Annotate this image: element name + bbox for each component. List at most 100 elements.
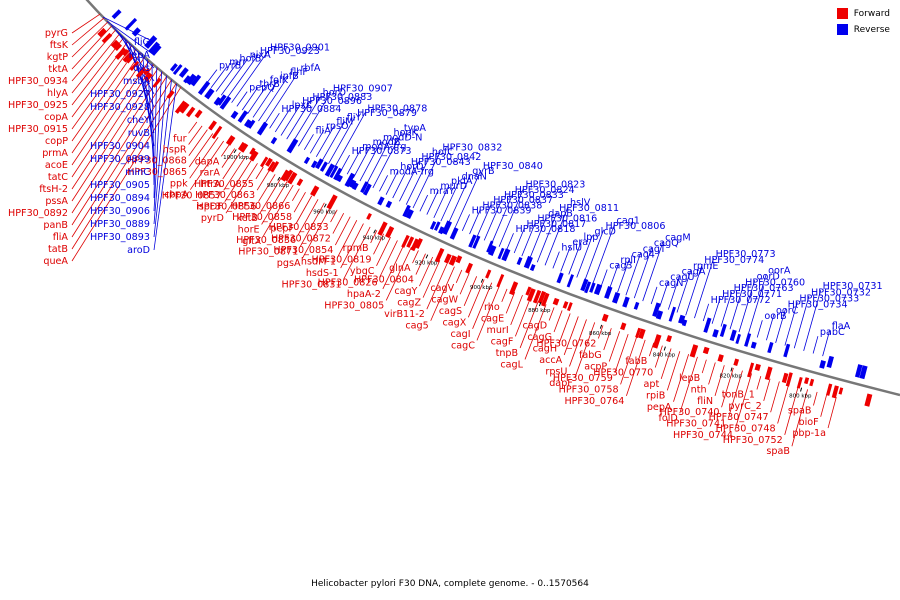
scale-tick-label: 960 kbp bbox=[313, 210, 336, 216]
gene-label: HPF30_0771 bbox=[722, 289, 782, 300]
gene-label: lpp bbox=[583, 232, 598, 243]
leader-line bbox=[625, 252, 642, 296]
genome-caption: Helicobacter pylori F30 DNA, complete ge… bbox=[311, 579, 589, 589]
reverse-gene-feature bbox=[124, 17, 138, 31]
leader-line bbox=[415, 253, 426, 275]
gene-label: ftsH-2 bbox=[39, 184, 68, 195]
leader-line bbox=[617, 258, 630, 293]
leader-line bbox=[440, 180, 461, 222]
forward-gene-feature bbox=[781, 372, 789, 384]
scale-tick-label: 820 kbp bbox=[719, 373, 742, 379]
reverse-gene-feature bbox=[244, 119, 252, 128]
scale-tick-label: 940 kbp bbox=[363, 235, 386, 241]
reverse-gene-feature bbox=[111, 9, 122, 20]
leader-line bbox=[614, 334, 629, 374]
forward-gene-feature bbox=[152, 77, 162, 88]
gene-label: pyrD bbox=[201, 213, 224, 224]
leader-line bbox=[337, 219, 358, 257]
leader-line bbox=[330, 209, 338, 223]
leader-line bbox=[553, 310, 563, 333]
leader-line bbox=[309, 129, 325, 154]
leader-line bbox=[215, 62, 238, 92]
leader-line bbox=[827, 397, 837, 429]
reverse-gene-feature bbox=[385, 200, 393, 209]
gene-label: HPF30_0731 bbox=[823, 281, 883, 292]
forward-gene-feature bbox=[114, 47, 127, 60]
gene-label: cag1 bbox=[617, 215, 640, 226]
forward-gene-feature bbox=[754, 363, 761, 371]
reverse-gene-feature bbox=[819, 360, 826, 369]
leader-line bbox=[608, 331, 621, 362]
gene-label: rpiB bbox=[646, 390, 665, 401]
leader-line bbox=[469, 209, 481, 235]
gene-label: HPF30_0893 bbox=[90, 232, 150, 243]
forward-gene-feature bbox=[122, 49, 130, 57]
reverse-swatch bbox=[836, 24, 848, 35]
gene-label: hofC bbox=[432, 147, 454, 158]
gene-label: HPF30_0927 bbox=[90, 89, 150, 100]
gene-label: fabB bbox=[625, 356, 647, 367]
reverse-gene-feature bbox=[433, 221, 441, 231]
gene-label: HPF30_0805 bbox=[324, 300, 384, 311]
gene-label: folK bbox=[270, 75, 289, 86]
leader-line bbox=[255, 166, 264, 180]
leader-line bbox=[221, 148, 236, 168]
forward-gene-feature bbox=[415, 238, 423, 249]
leader-line bbox=[763, 378, 771, 401]
gene-label: cagH bbox=[533, 343, 557, 354]
leader-line bbox=[711, 297, 721, 324]
forward-gene-feature bbox=[178, 101, 190, 114]
gene-label: HPF30_0843 bbox=[411, 157, 471, 168]
forward-gene-feature bbox=[143, 72, 153, 82]
gene-label: queA bbox=[43, 256, 68, 267]
gene-label: gyrB bbox=[472, 166, 494, 177]
forward-gene-feature bbox=[174, 100, 187, 114]
gene-label: HPF30_0853 bbox=[269, 222, 329, 233]
leader-line bbox=[558, 313, 571, 344]
gene-label: glnA bbox=[389, 263, 411, 274]
leader-line bbox=[513, 227, 525, 254]
leader-line bbox=[766, 314, 775, 341]
gene-label: HPF30_0732 bbox=[811, 287, 871, 298]
reverse-gene-feature bbox=[303, 156, 311, 165]
leader-line bbox=[412, 151, 441, 209]
forward-gene-feature bbox=[122, 52, 133, 63]
reverse-gene-feature bbox=[190, 74, 202, 87]
reverse-gene-feature bbox=[256, 121, 269, 136]
gene-label: HPF30_0819 bbox=[312, 254, 372, 265]
gene-label: hpaA-2 bbox=[347, 289, 381, 300]
leader-line bbox=[366, 136, 392, 185]
reverse-gene-feature bbox=[377, 196, 385, 206]
leader-line bbox=[650, 286, 658, 305]
leader-line bbox=[335, 216, 351, 246]
gene-label: lepA bbox=[129, 50, 151, 61]
forward-gene-feature bbox=[541, 292, 550, 307]
reverse-gene-feature bbox=[486, 240, 494, 253]
gene-label: oorD bbox=[757, 271, 780, 282]
gene-label: ketB bbox=[237, 213, 258, 224]
reverse-gene-feature bbox=[131, 27, 141, 37]
gene-label: HPF30_0872 bbox=[271, 234, 331, 245]
reverse-gene-feature bbox=[859, 365, 868, 380]
gene-label: HPF30_0747 bbox=[709, 412, 769, 423]
gene-label: cagT bbox=[643, 244, 666, 255]
leader-line bbox=[597, 325, 604, 339]
gene-label: prmA bbox=[42, 148, 68, 159]
leader-line bbox=[274, 108, 291, 133]
leader-line bbox=[729, 286, 744, 330]
leader-line bbox=[258, 75, 289, 122]
reverse-gene-feature bbox=[144, 35, 158, 49]
leader-line bbox=[536, 211, 558, 263]
forward-gene-feature bbox=[113, 42, 122, 52]
gene-label: cheY bbox=[127, 115, 150, 126]
leader-line bbox=[552, 251, 560, 269]
gene-label: HPF30_0773 bbox=[716, 249, 776, 260]
leader-line bbox=[293, 192, 306, 213]
gene-label: HPF30_0752 bbox=[723, 435, 783, 446]
forward-gene-feature bbox=[831, 385, 839, 399]
gene-label: HPF30_0840 bbox=[483, 161, 543, 172]
gene-label: rho bbox=[484, 302, 500, 313]
leader-line bbox=[71, 79, 172, 238]
forward-gene-feature bbox=[377, 221, 388, 236]
